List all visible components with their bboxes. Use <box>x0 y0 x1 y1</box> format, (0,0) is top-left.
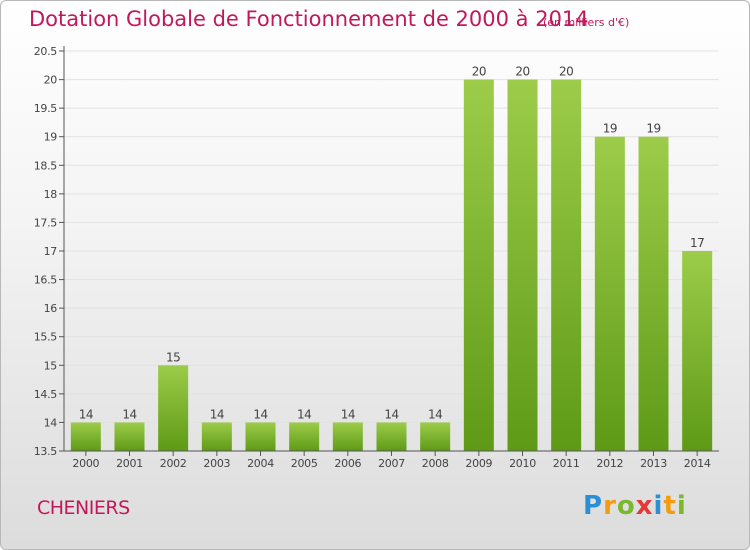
x-tick-label: 2007 <box>378 457 405 470</box>
bar <box>594 136 625 451</box>
bar-value-label: 20 <box>559 65 573 79</box>
logo-letter: x <box>635 491 654 521</box>
bar-value-label: 14 <box>253 407 267 421</box>
y-tick-label: 14.5 <box>34 388 58 401</box>
y-tick-label: 19 <box>44 131 58 144</box>
x-tick-label: 2011 <box>553 457 580 470</box>
bar-value-label: 20 <box>472 65 486 79</box>
bar-value-label: 14 <box>297 407 311 421</box>
bar-value-label: 14 <box>384 407 398 421</box>
bar-value-label: 14 <box>428 407 442 421</box>
chart-title: Dotation Globale de Fonctionnement de 20… <box>29 7 589 31</box>
bar <box>551 79 582 452</box>
logo-letter: i <box>676 491 687 521</box>
y-tick-label: 17.5 <box>34 216 58 229</box>
bar <box>158 365 189 451</box>
bar-value-label: 14 <box>79 407 93 421</box>
y-tick-label: 19.5 <box>34 102 58 115</box>
bar <box>638 136 669 451</box>
x-tick-label: 2001 <box>116 457 143 470</box>
bar-value-label: 19 <box>603 122 617 136</box>
y-tick-label: 15.5 <box>34 331 58 344</box>
x-tick-label: 2014 <box>684 457 711 470</box>
x-tick-label: 2013 <box>640 457 667 470</box>
y-tick-label: 16 <box>44 302 58 315</box>
proxiti-logo[interactable]: Proxiti <box>583 491 687 521</box>
x-tick-label: 2004 <box>247 457 274 470</box>
y-tick-label: 13.5 <box>34 445 58 458</box>
x-tick-label: 2010 <box>509 457 536 470</box>
x-tick-label: 2002 <box>160 457 187 470</box>
logo-letter: P <box>583 491 604 521</box>
x-tick-label: 2000 <box>72 457 99 470</box>
bar <box>289 422 320 451</box>
bar <box>682 251 713 451</box>
bar <box>507 79 538 452</box>
commune-name: CHENIERS <box>37 497 130 519</box>
bar <box>70 422 101 451</box>
y-tick-label: 18.5 <box>34 159 58 172</box>
chart-subtitle: (en milliers d'€) <box>543 16 630 29</box>
y-tick-label: 16.5 <box>34 274 58 287</box>
y-tick-label: 14 <box>44 416 58 429</box>
bar-value-label: 15 <box>166 350 180 364</box>
bar-value-label: 14 <box>122 407 136 421</box>
bar <box>420 422 451 451</box>
bar <box>201 422 232 451</box>
x-tick-label: 2003 <box>203 457 230 470</box>
bar-value-label: 17 <box>690 236 704 250</box>
x-tick-label: 2005 <box>291 457 318 470</box>
bar <box>376 422 407 451</box>
x-tick-label: 2009 <box>465 457 492 470</box>
axes <box>59 46 719 456</box>
logo-letter: t <box>663 491 677 521</box>
y-tick-label: 15 <box>44 359 58 372</box>
bar <box>245 422 276 451</box>
bar-value-label: 20 <box>515 65 529 79</box>
bar <box>463 79 494 452</box>
bar-value-label: 14 <box>210 407 224 421</box>
y-tick-label: 18 <box>44 188 58 201</box>
bar-value-label: 14 <box>341 407 355 421</box>
labels: 13.5 14 14.5 15 15.5 16 16.5 17 17.5 18 18.5 19 19.5… <box>34 45 711 470</box>
bars <box>70 79 713 452</box>
logo-letter: r <box>603 491 617 521</box>
y-tick-label: 17 <box>44 245 58 258</box>
bar <box>332 422 363 451</box>
x-tick-label: 2012 <box>596 457 623 470</box>
y-tick-label: 20.5 <box>34 45 58 58</box>
bar <box>114 422 145 451</box>
x-tick-label: 2006 <box>334 457 361 470</box>
bar-value-label: 19 <box>646 122 660 136</box>
logo-letter: i <box>653 491 664 521</box>
x-tick-label: 2008 <box>422 457 449 470</box>
y-tick-label: 20 <box>44 74 58 87</box>
logo-letter: o <box>616 491 636 521</box>
